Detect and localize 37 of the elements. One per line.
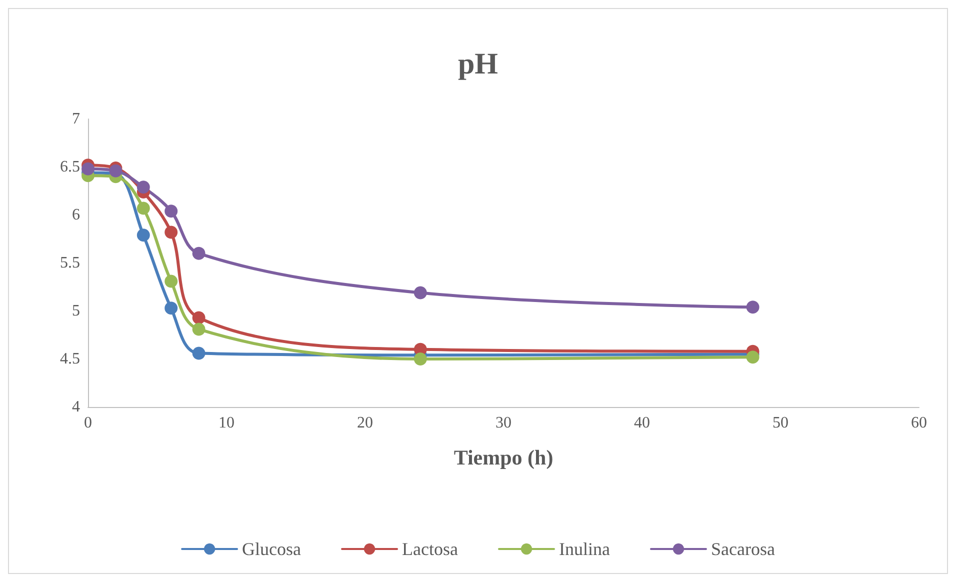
chart-title: pH <box>458 48 498 80</box>
point <box>164 226 178 239</box>
point <box>192 322 206 336</box>
point <box>164 302 178 315</box>
y-tick-label: 4.5 <box>60 350 80 368</box>
y-tick-label: 5 <box>72 302 80 320</box>
point <box>164 204 178 218</box>
point <box>109 164 122 178</box>
x-tick-label: 50 <box>772 414 788 432</box>
y-tick-label: 7 <box>72 110 80 128</box>
point <box>746 300 760 314</box>
y-tick-label: 6 <box>72 206 80 224</box>
y-tick-label: 6.5 <box>60 158 80 176</box>
y-tick-label: 5.5 <box>60 254 80 272</box>
point <box>82 162 94 176</box>
x-tick-label: 40 <box>634 414 650 432</box>
x-tick-label: 60 <box>911 414 927 432</box>
point <box>192 311 206 324</box>
legend-label: Lactosa <box>402 539 458 559</box>
legend-label: Glucosa <box>242 539 302 559</box>
x-tick-label: 20 <box>357 414 373 432</box>
point <box>164 274 178 288</box>
point <box>414 352 427 366</box>
point <box>746 350 760 364</box>
legend-label: Sacarosa <box>710 539 775 559</box>
x-axis-title: Tiempo (h) <box>454 446 554 470</box>
legend-label: Inulina <box>559 539 610 559</box>
point <box>136 180 150 194</box>
x-tick-label: 30 <box>496 414 512 432</box>
y-tick-label: 4 <box>72 398 80 416</box>
point <box>414 286 427 300</box>
point <box>136 228 150 242</box>
x-tick-label: 10 <box>218 414 234 432</box>
point <box>192 346 206 360</box>
point <box>192 246 206 260</box>
x-tick-label: 0 <box>84 414 92 432</box>
point <box>136 202 150 215</box>
